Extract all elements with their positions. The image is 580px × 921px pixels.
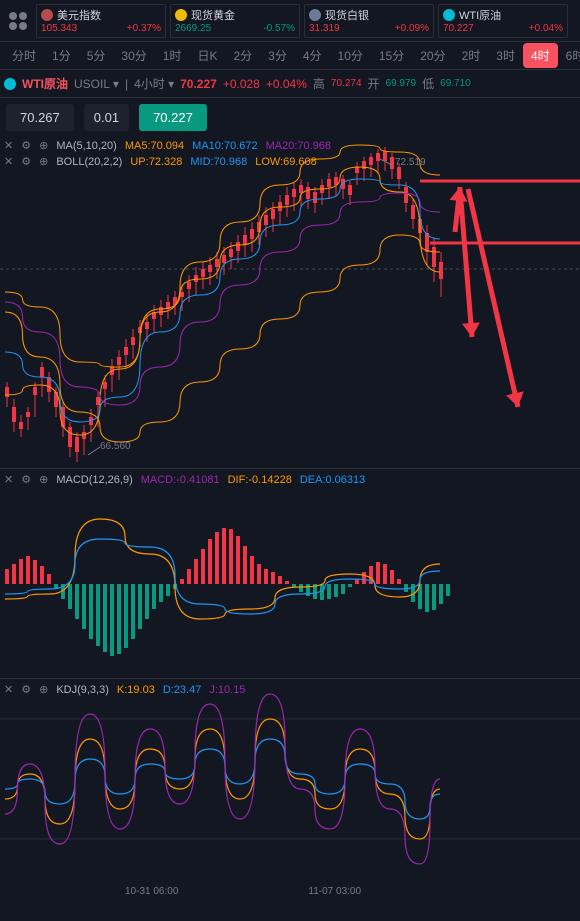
ma10-val: MA10:70.672 — [192, 140, 257, 152]
open-val: 69.979 — [386, 78, 417, 89]
macd-chart[interactable]: ✕ ⚙ ⊕ MACD(12,26,9) MACD:-0.41081 DIF:-0… — [0, 469, 580, 679]
boll-mid: MID:70.968 — [190, 156, 247, 168]
x-axis: 10-31 06:00 11-07 03:00 — [0, 886, 580, 897]
ma20-val: MA20:70.968 — [266, 140, 331, 152]
timeframe-30分[interactable]: 30分 — [113, 43, 154, 68]
close-icon[interactable]: ✕ — [4, 139, 13, 152]
d-val: D:23.47 — [163, 684, 202, 696]
kdj-indicator-line: ✕ ⚙ ⊕ KDJ(9,3,3) K:19.03 D:23.47 J:10.15 — [4, 683, 245, 696]
open-label: 开 — [368, 75, 380, 92]
ticker[interactable]: 现货黄金 2669.25-0.57% — [170, 4, 300, 38]
svg-text:72.519: 72.519 — [395, 157, 426, 168]
symbol-divider: | — [125, 77, 128, 91]
macd-label: MACD(12,26,9) — [56, 474, 132, 486]
timeframe-5分[interactable]: 5分 — [79, 43, 114, 68]
macd-chart-svg — [0, 469, 580, 679]
xaxis-t1: 10-31 06:00 — [125, 886, 178, 897]
macd-indicator-line: ✕ ⚙ ⊕ MACD(12,26,9) MACD:-0.41081 DIF:-0… — [4, 473, 365, 486]
timeframe-10分[interactable]: 10分 — [330, 43, 371, 68]
expand-icon[interactable]: ⊕ — [39, 155, 48, 168]
timeframe-分时[interactable]: 分时 — [4, 43, 44, 68]
topbar: 美元指数 105.343+0.37%现货黄金 2669.25-0.57%现货白银… — [0, 0, 580, 42]
svg-text:66.560: 66.560 — [100, 441, 131, 452]
timeframe-4分[interactable]: 4分 — [295, 43, 330, 68]
timeframe-6时[interactable]: 6时 — [558, 43, 580, 68]
expand-icon[interactable]: ⊕ — [39, 139, 48, 152]
expand-icon[interactable]: ⊕ — [39, 473, 48, 486]
ticker[interactable]: WTI原油 70.227+0.04% — [438, 4, 568, 38]
timeframe-1时[interactable]: 1时 — [155, 43, 190, 68]
symbol-code[interactable]: USOIL ▾ — [74, 77, 119, 91]
close-icon[interactable]: ✕ — [4, 155, 13, 168]
timeframe-15分[interactable]: 15分 — [371, 43, 412, 68]
symbol-name[interactable]: WTI原油 — [22, 75, 68, 92]
symbol-tf[interactable]: 4小时 ▾ — [134, 75, 174, 92]
timeframe-2时[interactable]: 2时 — [454, 43, 489, 68]
settings-icon[interactable]: ⚙ — [21, 473, 31, 486]
ma-label: MA(5,10,20) — [56, 140, 117, 152]
boll-label: BOLL(20,2,2) — [56, 156, 122, 168]
price-box-1[interactable]: 70.267 — [6, 104, 74, 131]
price-box-2[interactable]: 70.227 — [139, 104, 207, 131]
kdj-chart[interactable]: ✕ ⚙ ⊕ KDJ(9,3,3) K:19.03 D:23.47 J:10.15… — [0, 679, 580, 899]
boll-low: LOW:69.608 — [255, 156, 317, 168]
kdj-label: KDJ(9,3,3) — [56, 684, 109, 696]
high-val: 70.274 — [331, 78, 362, 89]
symbol-icon — [4, 78, 16, 90]
app-logo[interactable] — [4, 7, 32, 35]
settings-icon[interactable]: ⚙ — [21, 155, 31, 168]
kdj-chart-svg — [0, 679, 580, 879]
timeframe-1分[interactable]: 1分 — [44, 43, 79, 68]
timeframe-日K[interactable]: 日K — [189, 43, 225, 68]
close-icon[interactable]: ✕ — [4, 683, 13, 696]
k-val: K:19.03 — [117, 684, 155, 696]
symbol-chg: +0.028 — [223, 77, 260, 91]
xaxis-t2: 11-07 03:00 — [308, 886, 361, 897]
timeframe-bar: 分时1分5分30分1时日K2分3分4分10分15分20分2时3时4时6时8时 — [0, 42, 580, 70]
settings-icon[interactable]: ⚙ — [21, 139, 31, 152]
timeframe-20分[interactable]: 20分 — [412, 43, 453, 68]
ticker[interactable]: 现货白银 31.319+0.09% — [304, 4, 434, 38]
symbol-bar: WTI原油 USOIL ▾ | 4小时 ▾ 70.227 +0.028 +0.0… — [0, 70, 580, 98]
settings-icon[interactable]: ⚙ — [21, 683, 31, 696]
ticker[interactable]: 美元指数 105.343+0.37% — [36, 4, 166, 38]
timeframe-4时[interactable]: 4时 — [523, 43, 558, 68]
ma5-val: MA5:70.094 — [125, 140, 184, 152]
macd-val: MACD:-0.41081 — [141, 474, 220, 486]
timeframe-2分[interactable]: 2分 — [225, 43, 260, 68]
low-val: 69.710 — [440, 78, 471, 89]
j-val: J:10.15 — [209, 684, 245, 696]
price-step[interactable]: 0.01 — [84, 104, 129, 131]
main-chart-svg: 72.519 66.560 — [0, 137, 580, 469]
close-icon[interactable]: ✕ — [4, 473, 13, 486]
low-label: 低 — [422, 75, 434, 92]
price-input-bar: 70.267 0.01 70.227 — [0, 98, 580, 137]
ma-indicator-line: ✕ ⚙ ⊕ MA(5,10,20) MA5:70.094 MA10:70.672… — [4, 139, 331, 152]
dea-val: DEA:0.06313 — [300, 474, 365, 486]
expand-icon[interactable]: ⊕ — [39, 683, 48, 696]
timeframe-3时[interactable]: 3时 — [488, 43, 523, 68]
high-label: 高 — [313, 75, 325, 92]
dif-val: DIF:-0.14228 — [228, 474, 292, 486]
timeframe-3分[interactable]: 3分 — [260, 43, 295, 68]
symbol-price: 70.227 — [180, 77, 217, 91]
symbol-pct: +0.04% — [266, 77, 307, 91]
boll-up: UP:72.328 — [130, 156, 182, 168]
boll-indicator-line: ✕ ⚙ ⊕ BOLL(20,2,2) UP:72.328 MID:70.968 … — [4, 155, 317, 168]
main-chart[interactable]: ✕ ⚙ ⊕ MA(5,10,20) MA5:70.094 MA10:70.672… — [0, 137, 580, 469]
